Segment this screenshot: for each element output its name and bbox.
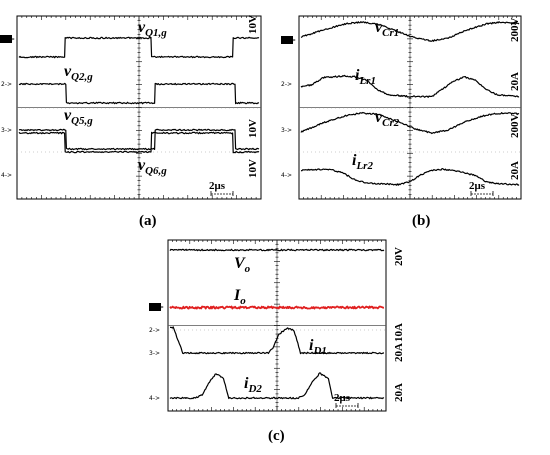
- channel-marker-3: 3->: [281, 127, 292, 134]
- trace-vCr2: [300, 111, 520, 135]
- trace-scale-label: 200V: [509, 114, 521, 139]
- channel-marker-1: 1->: [281, 36, 296, 44]
- trace-vQ6,g: [18, 131, 260, 154]
- trace-scale-label: 20V: [393, 247, 405, 266]
- trace-Vo: [169, 248, 385, 252]
- trace-scale-label: 10A: [393, 323, 405, 342]
- time-div-indicator: 2μs: [334, 392, 359, 408]
- channel-marker-box: [149, 303, 161, 311]
- trace-iLr2: [300, 168, 520, 186]
- trace-iD1: [170, 326, 384, 355]
- trace-label: Io: [233, 287, 246, 307]
- trace-label-main: v: [138, 157, 146, 174]
- channel-marker-text: 1->: [153, 304, 164, 311]
- channel-marker-2: 2->: [281, 81, 292, 88]
- trace-scale-label: 20A: [393, 343, 405, 362]
- trace-label-sub: Lr2: [355, 160, 373, 172]
- trace-label-main: i: [244, 375, 249, 392]
- trace-label-main: i: [355, 67, 360, 84]
- channel-marker-1: 1->: [0, 35, 15, 43]
- channel-marker-text: 3->: [149, 350, 160, 357]
- trace-label-main: V: [234, 255, 246, 272]
- trace-label: iD1: [309, 337, 327, 357]
- channel-marker-2: 2->: [1, 81, 12, 88]
- channel-marker-4: 4->: [149, 395, 160, 402]
- trace-label-main: v: [64, 63, 72, 80]
- panel-caption: (b): [412, 213, 430, 229]
- channel-marker-text: 2->: [1, 81, 12, 88]
- time-div-label: 2μs: [209, 180, 226, 192]
- trace-label: vQ6,g: [138, 157, 167, 177]
- trace-label: vCr2: [375, 109, 400, 129]
- trace-label: vCr1: [375, 19, 399, 39]
- trace-label-main: i: [309, 337, 314, 354]
- trace-label: iD2: [244, 375, 262, 395]
- channel-marker-text: 2->: [149, 327, 160, 334]
- trace-label: vQ2,g: [64, 63, 93, 83]
- time-div-indicator: 2μs: [209, 180, 234, 196]
- time-div-label: 2μs: [334, 392, 351, 404]
- channel-marker-1: 1->: [149, 303, 164, 311]
- trace-label-main: i: [352, 152, 357, 169]
- channel-marker-3: 3->: [1, 127, 12, 134]
- trace-label-main: v: [64, 107, 72, 124]
- trace-label-sub: Lr1: [358, 75, 376, 87]
- trace-Io: [169, 305, 385, 310]
- channel-marker-text: 1->: [285, 37, 296, 44]
- trace-vQ1,g: [18, 36, 260, 59]
- trace-scale-label: 10V: [247, 159, 259, 178]
- trace-iD2: [169, 372, 385, 400]
- trace-label-sub: Cr2: [382, 117, 400, 129]
- trace-label: iLr2: [352, 152, 373, 172]
- trace-label-sub: o: [245, 263, 251, 275]
- trace-label-sub: D2: [247, 383, 262, 395]
- trace-label-sub: Q2,g: [71, 71, 93, 83]
- channel-marker-text: 1->: [4, 36, 15, 43]
- time-div-label: 2μs: [469, 180, 486, 192]
- trace-label: vQ1,g: [138, 19, 167, 39]
- channel-marker-box: [0, 35, 12, 43]
- channel-marker-2: 2->: [149, 327, 160, 334]
- trace-label-sub: Q1,g: [145, 27, 167, 39]
- trace-scale-label: 200V: [509, 18, 521, 43]
- trace-iLr1: [300, 74, 520, 98]
- trace-scale-label: 20A: [509, 161, 521, 180]
- trace-vQ5,g: [18, 128, 260, 151]
- trace-scale-label: 10V: [247, 119, 259, 138]
- trace-vCr1: [300, 21, 520, 42]
- trace-scale-label: 10V: [247, 15, 259, 34]
- trace-scale-label: 20A: [509, 72, 521, 91]
- trace-label-sub: o: [240, 295, 246, 307]
- trace-label-main: v: [375, 109, 383, 126]
- channel-marker-3: 3->: [149, 350, 160, 357]
- trace-scale-label: 20A: [393, 383, 405, 402]
- panel-caption: (a): [139, 213, 157, 229]
- channel-marker-box: [281, 36, 293, 44]
- trace-label-main: v: [375, 19, 383, 36]
- trace-vQ2,g: [18, 82, 260, 105]
- trace-label-main: v: [138, 19, 146, 36]
- time-div-indicator: 2μs: [469, 180, 494, 196]
- channel-marker-text: 4->: [149, 395, 160, 402]
- trace-label-main: I: [233, 287, 241, 304]
- trace-label: vQ5,g: [64, 107, 93, 127]
- channel-marker-4: 4->: [281, 172, 292, 179]
- channel-marker-text: 4->: [281, 172, 292, 179]
- channel-marker-text: 4->: [1, 172, 12, 179]
- panel-caption: (c): [268, 428, 285, 444]
- trace-label-sub: D1: [312, 345, 326, 357]
- trace-label-sub: Q6,g: [145, 165, 167, 177]
- trace-label: iLr1: [355, 67, 376, 87]
- channel-marker-text: 2->: [281, 81, 292, 88]
- trace-label: Vo: [234, 255, 251, 275]
- trace-label-sub: Q5,g: [71, 115, 93, 127]
- channel-marker-text: 3->: [1, 127, 12, 134]
- trace-label-sub: Cr1: [382, 27, 399, 39]
- channel-marker-text: 3->: [281, 127, 292, 134]
- channel-marker-4: 4->: [1, 172, 12, 179]
